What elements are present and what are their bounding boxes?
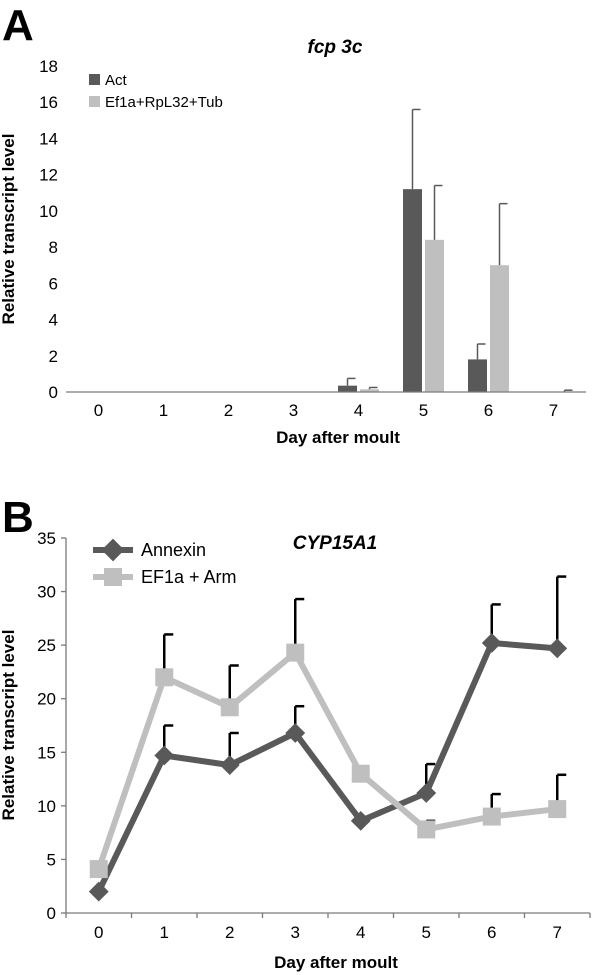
chart-b-y-tick-label: 30 [37, 583, 56, 602]
legend-swatch-act [89, 74, 100, 85]
point-ef1a-arm [351, 764, 370, 783]
point-annexin [416, 783, 437, 803]
point-ef1a-arm [286, 643, 305, 662]
chart-b-x-tick-label: 2 [225, 923, 234, 942]
legend-label-act: Act [105, 72, 128, 89]
chart-a-x-tick-label: 2 [224, 401, 233, 420]
chart-a-y-tick-label: 6 [49, 274, 58, 293]
chart-b-x-tick-label: 3 [291, 923, 300, 942]
chart-b-plot-area [88, 575, 568, 902]
chart-b-y-tick-label: 5 [47, 850, 56, 869]
chart-a-y-axis-title: Relative transcript level [0, 134, 18, 325]
chart-b-legend: Annexin EF1a + Arm [93, 538, 237, 587]
chart-a-y-tick-label: 18 [39, 57, 58, 76]
chart-b-x-tick-label: 6 [487, 923, 496, 942]
bar-act [468, 359, 487, 392]
legend-label-ef1a-rpl32-tub: Ef1a+RpL32+Tub [105, 94, 223, 111]
point-annexin [350, 810, 371, 831]
bar-ef1a-rpl32-tub [360, 389, 379, 392]
chart-b-y-tick-label: 20 [37, 690, 56, 709]
point-ef1a-arm [220, 698, 239, 717]
point-annexin [219, 755, 240, 776]
chart-a-x-axis: 0 1 2 3 4 5 6 7 [94, 401, 558, 420]
chart-a-plot-area [338, 108, 573, 392]
panel-b: B CYP15A1 Relative transcript level Day … [0, 493, 591, 972]
point-annexin [88, 881, 109, 902]
chart-a-x-tick-label: 1 [159, 401, 168, 420]
point-annexin [285, 723, 306, 743]
point-ef1a-arm [89, 860, 108, 879]
point-annexin [154, 745, 175, 766]
chart-a-y-tick-label: 2 [49, 347, 58, 366]
legend-marker-annexin [101, 538, 125, 562]
chart-a-x-tick-label: 3 [289, 401, 298, 420]
chart-b-y-tick-label: 15 [37, 743, 56, 762]
chart-a-y-tick-label: 14 [39, 129, 58, 148]
point-ef1a-arm [417, 820, 436, 839]
chart-a-legend: Act Ef1a+RpL32+Tub [89, 72, 223, 111]
series-line-annexin [96, 640, 558, 893]
chart-b-x-tick-label: 0 [94, 923, 103, 942]
chart-b-x-axis: 0 1 2 3 4 5 6 7 [65, 913, 591, 942]
chart-a-x-tick-label: 7 [549, 401, 558, 420]
chart-a-y-tick-label: 4 [49, 311, 58, 330]
legend-marker-ef1a-arm [104, 568, 122, 586]
legend-swatch-ef1a-rpl32-tub [89, 96, 100, 107]
chart-b-y-tick-label: 0 [47, 904, 56, 923]
chart-a-y-axis: 0 2 4 6 8 10 12 14 16 18 [39, 57, 58, 402]
chart-a-x-tick-label: 0 [94, 401, 103, 420]
chart-b-y-axis-title: Relative transcript level [0, 630, 18, 821]
chart-a-x-axis-title: Day after moult [276, 428, 400, 447]
series-line-ef1a-arm [95, 649, 558, 871]
chart-b-x-tick-label: 1 [160, 923, 169, 942]
chart-b-x-tick-label: 5 [422, 923, 431, 942]
chart-b-y-tick-label: 25 [37, 636, 56, 655]
chart-b-y-tick-label: 35 [37, 529, 56, 548]
point-ef1a-arm [482, 807, 501, 826]
panel-b-letter: B [2, 493, 34, 542]
chart-b-y-axis: 0 5 10 15 20 25 30 35 [37, 529, 66, 923]
chart-b-y-tick-label: 10 [37, 797, 56, 816]
chart-a-y-tick-label: 16 [39, 93, 58, 112]
chart-a-x-tick-label: 4 [354, 401, 363, 420]
bar-ef1a-rpl32-tub [490, 265, 509, 392]
point-annexin [547, 638, 568, 659]
chart-a-y-tick-label: 10 [39, 202, 58, 221]
chart-a-title: fcp 3c [308, 37, 363, 58]
bar-act [338, 385, 357, 392]
chart-b-x-tick-label: 4 [356, 923, 365, 942]
legend-label-ef1a-arm: EF1a + Arm [141, 567, 237, 587]
chart-a-x-tick-label: 6 [484, 401, 493, 420]
bar-act [403, 189, 422, 392]
legend-label-annexin: Annexin [141, 540, 206, 560]
point-annexin [481, 633, 502, 653]
chart-a-x-tick-label: 5 [419, 401, 428, 420]
panel-a: A fcp 3c Relative transcript level Day a… [0, 1, 586, 447]
chart-b-title: CYP15A1 [293, 533, 378, 554]
point-ef1a-arm [548, 800, 567, 819]
chart-a-y-tick-label: 0 [49, 383, 58, 402]
chart-a-y-tick-label: 8 [49, 238, 58, 257]
chart-a-y-tick-label: 12 [39, 166, 58, 185]
bar-ef1a-rpl32-tub [425, 239, 444, 392]
chart-b-x-axis-title: Day after moult [274, 953, 398, 972]
point-ef1a-arm [155, 668, 174, 687]
panel-a-letter: A [2, 1, 34, 50]
chart-b-x-tick-label: 7 [553, 923, 562, 942]
